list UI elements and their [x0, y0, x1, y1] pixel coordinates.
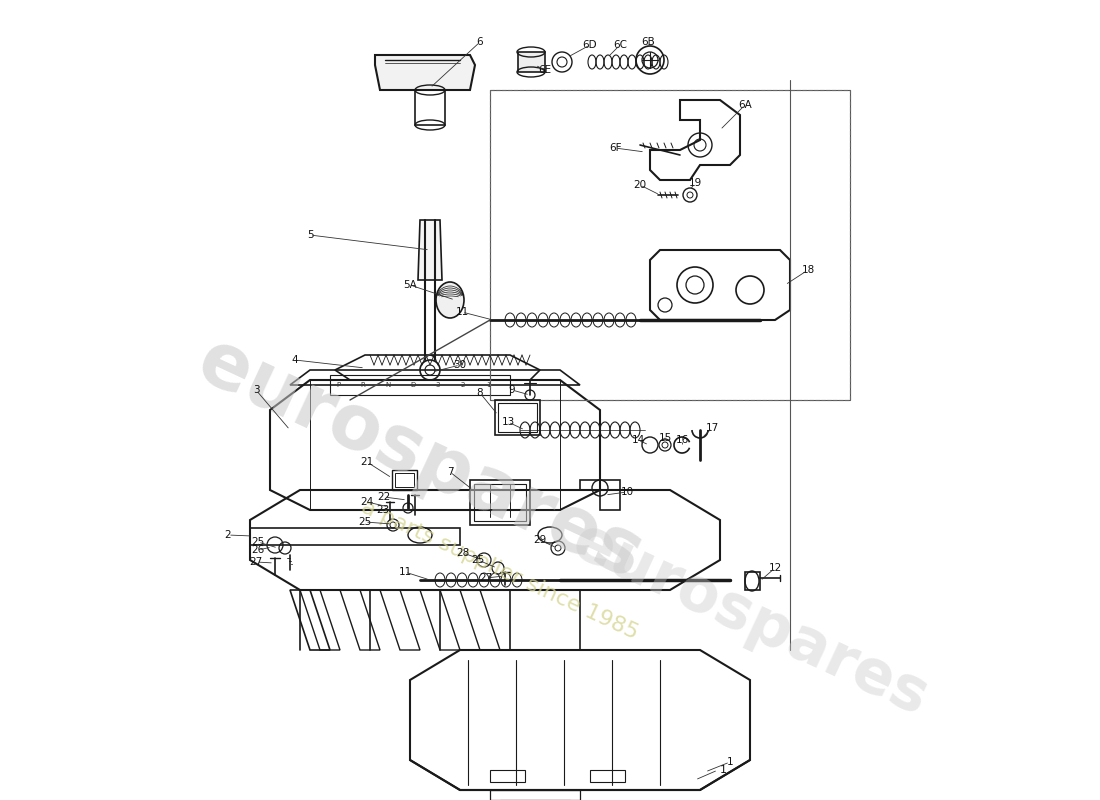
Text: 7: 7	[447, 467, 453, 477]
Text: 11: 11	[455, 307, 469, 317]
Bar	[415, 90, 446, 125]
Text: eurospares: eurospares	[186, 325, 654, 595]
Text: 6E: 6E	[538, 65, 551, 75]
Bar	[392, 470, 417, 490]
Text: 13: 13	[502, 417, 515, 427]
Polygon shape	[375, 55, 475, 90]
Text: 9: 9	[508, 385, 515, 395]
Bar	[474, 484, 526, 521]
Text: 11: 11	[398, 567, 411, 577]
Text: 19: 19	[689, 178, 702, 188]
Text: 27: 27	[480, 573, 493, 583]
Text: 24: 24	[361, 497, 374, 507]
Text: 1: 1	[720, 765, 727, 775]
Ellipse shape	[436, 282, 464, 318]
Text: N: N	[385, 382, 390, 388]
Bar	[330, 375, 510, 395]
Text: 1: 1	[486, 382, 491, 388]
Text: 22: 22	[377, 492, 390, 502]
Text: 8: 8	[476, 388, 483, 398]
Text: 25: 25	[252, 537, 265, 547]
Polygon shape	[518, 52, 544, 72]
Text: 28: 28	[456, 548, 470, 558]
Bar	[495, 400, 540, 435]
Text: 6B: 6B	[641, 37, 654, 47]
Text: 20: 20	[634, 180, 647, 190]
Polygon shape	[418, 220, 442, 280]
Text: 12: 12	[769, 563, 782, 573]
Text: 3: 3	[436, 382, 440, 388]
Text: 4: 4	[292, 355, 298, 365]
Text: 3: 3	[253, 385, 260, 395]
Text: a parts supplier since 1985: a parts supplier since 1985	[359, 497, 641, 643]
Text: 29: 29	[534, 535, 547, 545]
Text: 6D: 6D	[583, 40, 597, 50]
Bar	[498, 403, 537, 432]
Bar	[490, 90, 850, 400]
Text: 25: 25	[359, 517, 372, 527]
Text: 16: 16	[675, 435, 689, 445]
Text: 25: 25	[472, 555, 485, 565]
Text: 18: 18	[802, 265, 815, 275]
Text: 6: 6	[476, 37, 483, 47]
Text: 26: 26	[252, 545, 265, 555]
Text: D: D	[410, 382, 416, 388]
Text: 30: 30	[453, 360, 466, 370]
Text: 2: 2	[224, 530, 231, 540]
Text: 1: 1	[727, 757, 734, 767]
Text: 6C: 6C	[613, 40, 627, 50]
Bar	[490, 90, 850, 400]
Text: R: R	[361, 382, 365, 388]
Text: 6F: 6F	[608, 143, 622, 153]
Text: 21: 21	[361, 457, 374, 467]
Text: 5: 5	[307, 230, 314, 240]
Text: P: P	[336, 382, 340, 388]
Text: eurospares: eurospares	[562, 512, 937, 728]
Text: 27: 27	[250, 557, 263, 567]
Text: 2: 2	[461, 382, 465, 388]
Text: 15: 15	[659, 433, 672, 443]
Bar	[590, 770, 625, 782]
Bar	[395, 473, 414, 487]
Bar	[470, 480, 530, 525]
Text: 6A: 6A	[738, 100, 752, 110]
Text: 17: 17	[705, 423, 718, 433]
Text: 14: 14	[631, 435, 645, 445]
Text: 5A: 5A	[403, 280, 417, 290]
Bar	[490, 770, 525, 782]
Text: 10: 10	[620, 487, 634, 497]
Text: 23: 23	[376, 505, 389, 515]
